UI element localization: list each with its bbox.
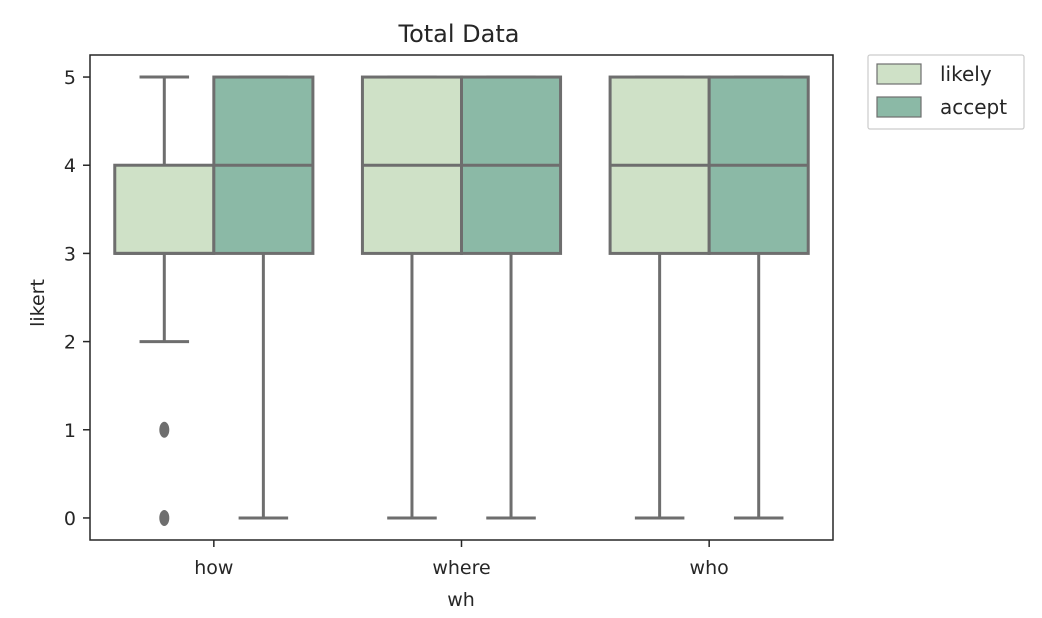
x-tick-label: where (432, 557, 490, 579)
y-tick-label: 2 (64, 332, 76, 354)
y-tick-label: 0 (64, 508, 76, 530)
y-axis: 0 1 2 3 4 5 (64, 67, 90, 530)
box-iqr (113, 163, 216, 255)
legend-swatch-accept (876, 96, 922, 118)
y-tick-label: 1 (64, 420, 76, 442)
box-likely-how (113, 75, 216, 526)
x-tick-label: how (194, 557, 233, 579)
box-likely-who (608, 75, 711, 520)
y-tick-label: 4 (64, 155, 76, 177)
y-axis-label: likert (27, 279, 49, 327)
legend-swatch-likely (876, 63, 922, 85)
x-axis-label: wh (447, 589, 475, 611)
box-accept-how (212, 75, 315, 520)
box-accept-who (707, 75, 810, 520)
outlier-point (159, 421, 170, 438)
chart-title: Total Data (398, 20, 520, 48)
series-likely (113, 75, 711, 526)
x-axis: how where who (194, 540, 729, 579)
box-likely-where (360, 75, 463, 520)
y-tick-label: 3 (64, 243, 76, 265)
box-accept-where (460, 75, 563, 520)
x-tick-label: who (690, 557, 729, 579)
plot-area (113, 75, 810, 526)
legend-label-likely: likely (940, 62, 992, 86)
legend-label-accept: accept (940, 95, 1007, 119)
series-accept (212, 75, 810, 520)
legend: likely accept (867, 54, 1025, 130)
outlier-point (159, 509, 170, 526)
y-tick-label: 5 (64, 67, 76, 89)
